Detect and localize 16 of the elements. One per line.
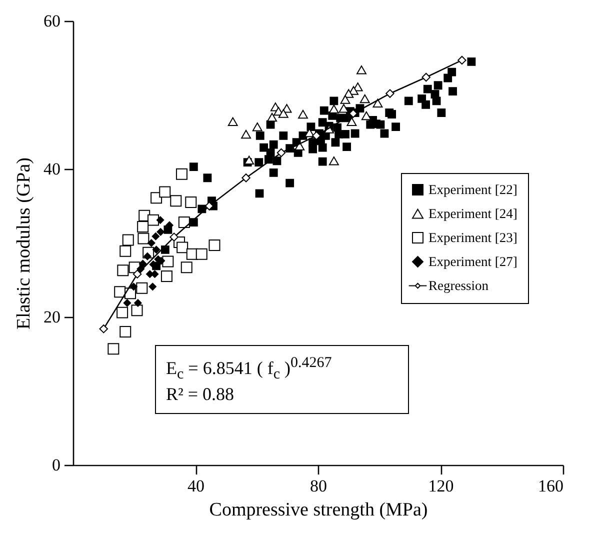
y-tick-label: 0 [52,456,60,474]
x-tick-label: 160 [538,476,564,496]
legend-label: Experiment [27] [428,254,518,269]
y-tick-label: 60 [44,12,60,30]
x-axis-title: Compressive strength (MPa) [209,500,428,520]
y-axis-title: Elastic modulus (GPa) [14,157,34,330]
y-tick-label: 40 [44,160,60,178]
x-tick-label: 120 [428,476,454,496]
legend-label: Experiment [22] [428,182,518,197]
legend-label: Regression [428,278,489,293]
legend-label: Experiment [24] [428,206,518,221]
y-tick-label: 20 [44,308,60,326]
x-tick-label: 40 [188,476,204,496]
equation-box: E$_{c}$ = 6.8541 ( f$_{c}$ )$^{0.4267}$ R² = 0.88 [155,345,409,414]
legend-label: Experiment [23] [428,230,518,245]
x-tick-label: 80 [310,476,327,496]
